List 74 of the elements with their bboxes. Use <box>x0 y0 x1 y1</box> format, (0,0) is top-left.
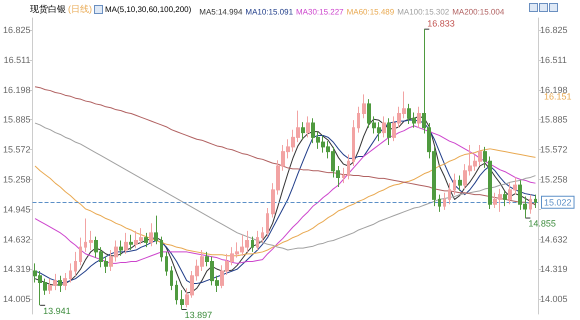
candlestick <box>352 120 355 166</box>
candlestick <box>129 234 133 251</box>
candlestick <box>382 116 386 138</box>
candlestick <box>261 226 264 243</box>
candlestick <box>124 232 128 254</box>
candlestick <box>342 167 345 184</box>
text: MA100:15.302 <box>397 8 450 16</box>
candlestick <box>144 232 148 248</box>
y2-tick-label: 16.825 <box>540 24 568 35</box>
annotation: 13.941 <box>43 306 71 316</box>
text: MA30:15.227 <box>296 8 344 16</box>
annotation: 14.855 <box>528 218 556 229</box>
candlestick <box>89 230 93 251</box>
candlestick <box>79 237 82 266</box>
y-tick-label: 16.198 <box>2 84 31 95</box>
y2-tick-label: 14.632 <box>540 234 568 244</box>
candlestick <box>458 175 462 192</box>
candlestick <box>357 106 360 134</box>
chart-title: 现货白银 <box>30 2 66 16</box>
candlestick <box>301 122 305 140</box>
candlestick <box>251 236 254 252</box>
candlestick <box>448 182 451 205</box>
candlestick <box>175 280 178 305</box>
y-tick-label: 14.005 <box>2 294 31 304</box>
candlestick <box>438 194 441 212</box>
candlestick <box>63 272 67 291</box>
y2-tick-label: 14.319 <box>540 264 568 274</box>
candlestick <box>534 194 537 209</box>
candlestick <box>306 116 310 138</box>
y2-tick-label: 14.005 <box>540 294 568 304</box>
annotation: 13.897 <box>184 310 212 320</box>
ref-line-label: 15.022 <box>544 197 572 208</box>
candlestick <box>503 190 507 207</box>
text: MA200:15.004 <box>452 8 505 16</box>
chart-subtitle: (日线) <box>68 2 92 16</box>
y-tick-label: 15.258 <box>2 174 31 185</box>
candlestick <box>84 218 87 252</box>
y-tick-label: 14.319 <box>2 264 31 274</box>
candlestick <box>266 208 269 238</box>
candlestick <box>417 106 421 128</box>
candlestick <box>529 194 532 214</box>
candlestick <box>160 236 163 262</box>
text: MA60:15.489 <box>346 8 395 16</box>
y-tick-label: 16.511 <box>4 54 31 65</box>
candlestick <box>170 266 173 291</box>
candlestick <box>119 240 123 256</box>
candlestick <box>165 251 168 276</box>
y-tick-label: 15.572 <box>2 144 31 155</box>
y-tick-label: 14.945 <box>2 204 31 214</box>
line-series <box>34 86 536 205</box>
candlestick <box>256 230 259 251</box>
y2-tick-label: 15.885 <box>540 114 568 125</box>
y-tick-label: 14.632 <box>2 234 31 244</box>
candlestick <box>149 222 153 247</box>
y2-tick-label: 15.572 <box>540 144 568 155</box>
candlestick <box>180 290 184 310</box>
text: MA5:14.994 <box>199 8 243 16</box>
candlestick <box>154 215 158 245</box>
y2-tick-label: 16.198 <box>540 84 568 95</box>
candlestick <box>74 251 77 276</box>
candlestick <box>58 275 62 293</box>
legend-title: MA(5,10,30,60,100,200) <box>105 4 192 14</box>
y2-tick-label: 16.511 <box>540 54 567 65</box>
y-tick-label: 15.885 <box>2 114 31 125</box>
candlestick <box>347 154 350 180</box>
text: MA10:15.091 <box>245 8 294 16</box>
candlestick <box>362 94 366 119</box>
candlestick <box>69 262 72 283</box>
candlestick <box>453 173 456 196</box>
candlestick <box>387 118 391 146</box>
y2-tick-label: 15.258 <box>540 174 568 185</box>
y-tick-label: 16.825 <box>2 24 31 35</box>
annotation: 16.833 <box>427 18 455 29</box>
candlestick <box>443 192 446 210</box>
